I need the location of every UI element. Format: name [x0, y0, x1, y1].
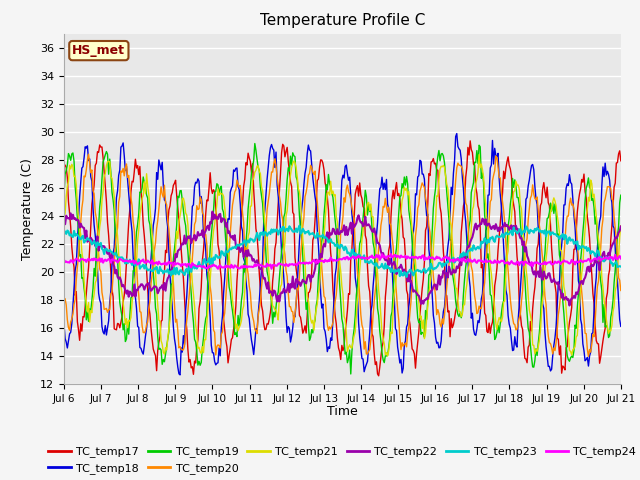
TC_temp18: [176, 372, 184, 378]
TC_temp24: [268, 266, 275, 272]
TC_temp21: [60, 216, 68, 221]
TC_temp24: [60, 257, 68, 263]
TC_temp17: [60, 165, 68, 171]
TC_temp17: [617, 158, 625, 164]
TC_temp20: [606, 184, 614, 190]
TC_temp19: [519, 241, 527, 247]
TC_temp21: [476, 152, 483, 157]
TC_temp23: [326, 239, 333, 244]
TC_temp19: [364, 212, 371, 218]
TC_temp24: [394, 253, 401, 259]
TC_temp19: [394, 227, 401, 232]
X-axis label: Time: Time: [327, 405, 358, 418]
TC_temp23: [403, 274, 410, 280]
TC_temp24: [617, 255, 625, 261]
TC_temp22: [566, 302, 573, 308]
TC_temp18: [453, 131, 461, 136]
TC_temp23: [329, 240, 337, 246]
TC_temp19: [606, 333, 614, 338]
TC_temp24: [606, 254, 614, 260]
TC_temp20: [329, 320, 337, 325]
TC_temp18: [606, 178, 614, 183]
Line: TC_temp20: TC_temp20: [64, 154, 621, 357]
TC_temp19: [617, 192, 625, 198]
TC_temp19: [251, 141, 259, 146]
TC_temp17: [393, 180, 401, 185]
Line: TC_temp19: TC_temp19: [64, 144, 621, 374]
TC_temp20: [518, 298, 525, 304]
TC_temp20: [362, 351, 370, 357]
TC_temp24: [387, 251, 395, 257]
Text: HS_met: HS_met: [72, 44, 125, 57]
TC_temp23: [617, 264, 625, 269]
TC_temp17: [375, 373, 383, 379]
Line: TC_temp21: TC_temp21: [64, 155, 621, 356]
TC_temp17: [467, 138, 474, 144]
TC_temp24: [326, 258, 333, 264]
TC_temp23: [393, 268, 401, 274]
Line: TC_temp23: TC_temp23: [64, 226, 621, 277]
TC_temp17: [606, 267, 614, 273]
TC_temp20: [326, 324, 333, 330]
TC_temp20: [617, 288, 625, 293]
TC_temp21: [328, 191, 335, 196]
TC_temp23: [296, 223, 303, 228]
TC_temp22: [617, 224, 625, 229]
Y-axis label: Temperature (C): Temperature (C): [22, 158, 35, 260]
TC_temp21: [519, 226, 527, 232]
TC_temp17: [519, 326, 527, 332]
TC_temp24: [519, 259, 527, 264]
TC_temp17: [324, 207, 332, 213]
TC_temp18: [393, 328, 401, 334]
TC_temp22: [362, 223, 370, 228]
TC_temp19: [347, 371, 355, 377]
TC_temp18: [362, 361, 370, 367]
TC_temp19: [60, 193, 68, 199]
TC_temp21: [606, 327, 614, 333]
TC_temp22: [606, 252, 614, 258]
Title: Temperature Profile C: Temperature Profile C: [260, 13, 425, 28]
TC_temp22: [60, 219, 68, 225]
TC_temp21: [617, 223, 625, 228]
TC_temp20: [60, 295, 68, 301]
TC_temp20: [84, 151, 92, 157]
TC_temp20: [584, 354, 592, 360]
Line: TC_temp18: TC_temp18: [64, 133, 621, 375]
TC_temp22: [209, 209, 216, 215]
TC_temp19: [329, 194, 337, 200]
TC_temp22: [326, 230, 333, 236]
TC_temp21: [362, 216, 369, 222]
TC_temp18: [329, 318, 337, 324]
TC_temp23: [60, 228, 68, 233]
TC_temp17: [362, 232, 369, 238]
Line: TC_temp22: TC_temp22: [64, 212, 621, 305]
TC_temp22: [329, 226, 337, 232]
TC_temp23: [606, 254, 614, 260]
TC_temp18: [326, 346, 333, 351]
TC_temp24: [329, 258, 337, 264]
Line: TC_temp24: TC_temp24: [64, 254, 621, 269]
TC_temp22: [518, 235, 525, 241]
TC_temp21: [384, 353, 392, 359]
TC_temp21: [324, 189, 332, 195]
TC_temp23: [519, 229, 527, 235]
TC_temp20: [393, 291, 401, 297]
TC_temp18: [617, 324, 625, 329]
Line: TC_temp17: TC_temp17: [64, 141, 621, 376]
TC_temp24: [362, 255, 370, 261]
TC_temp21: [393, 272, 401, 277]
TC_temp22: [393, 271, 401, 277]
TC_temp19: [326, 181, 333, 187]
TC_temp23: [362, 259, 370, 264]
TC_temp18: [60, 321, 68, 327]
TC_temp18: [519, 254, 527, 260]
TC_temp17: [328, 261, 335, 266]
Legend: TC_temp17, TC_temp18, TC_temp19, TC_temp20, TC_temp21, TC_temp22, TC_temp23, TC_: TC_temp17, TC_temp18, TC_temp19, TC_temp…: [44, 442, 640, 479]
